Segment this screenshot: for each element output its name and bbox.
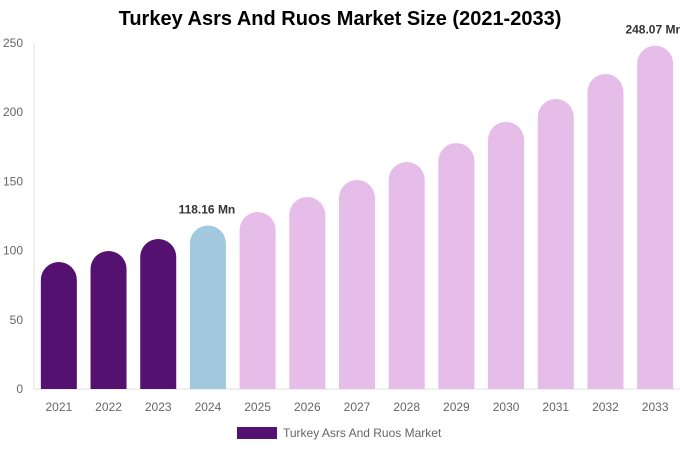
- bar-2024: [189, 225, 226, 389]
- bar-2026: [289, 197, 326, 389]
- bar-2021: [40, 261, 77, 389]
- bar-2028: [388, 162, 425, 389]
- data-label: 248.07 Mn: [625, 23, 680, 37]
- y-tick-label: 150: [3, 174, 23, 188]
- legend-label: Turkey Asrs And Ruos Market: [283, 426, 442, 440]
- x-tick-label: 2021: [45, 400, 72, 414]
- bar-2025: [239, 211, 276, 389]
- y-tick-label: 250: [3, 36, 23, 50]
- y-tick-label: 100: [3, 244, 23, 258]
- x-tick-label: 2022: [95, 400, 122, 414]
- bar-2030: [488, 121, 525, 390]
- x-tick-label: 2028: [393, 400, 420, 414]
- bar-2031: [537, 99, 574, 389]
- y-tick-label: 0: [16, 382, 23, 396]
- y-tick-label: 50: [10, 313, 24, 327]
- chart-title: Turkey Asrs And Ruos Market Size (2021-2…: [118, 8, 562, 30]
- x-tick-label: 2024: [195, 400, 222, 414]
- bar-2023: [140, 238, 177, 389]
- x-tick-label: 2029: [443, 400, 470, 414]
- y-tick-label: 200: [3, 105, 23, 119]
- bar-2027: [339, 180, 375, 389]
- legend[interactable]: Turkey Asrs And Ruos Market: [237, 426, 441, 440]
- bar-2029: [438, 143, 475, 389]
- x-tick-label: 2025: [244, 400, 271, 414]
- x-tick-label: 2027: [344, 400, 371, 414]
- x-tick-label: 2033: [642, 400, 669, 414]
- x-tick-label: 2026: [294, 400, 321, 414]
- bar-2022: [90, 251, 127, 389]
- x-tick-label: 2032: [592, 400, 619, 414]
- bar-2033: [637, 45, 674, 390]
- x-tick-label: 2023: [145, 400, 172, 414]
- data-label: 118.16 Mn: [179, 202, 236, 216]
- x-tick-label: 2030: [493, 400, 520, 414]
- x-tick-label: 2031: [542, 400, 569, 414]
- legend-swatch: [237, 427, 277, 439]
- bar-2032: [587, 74, 624, 390]
